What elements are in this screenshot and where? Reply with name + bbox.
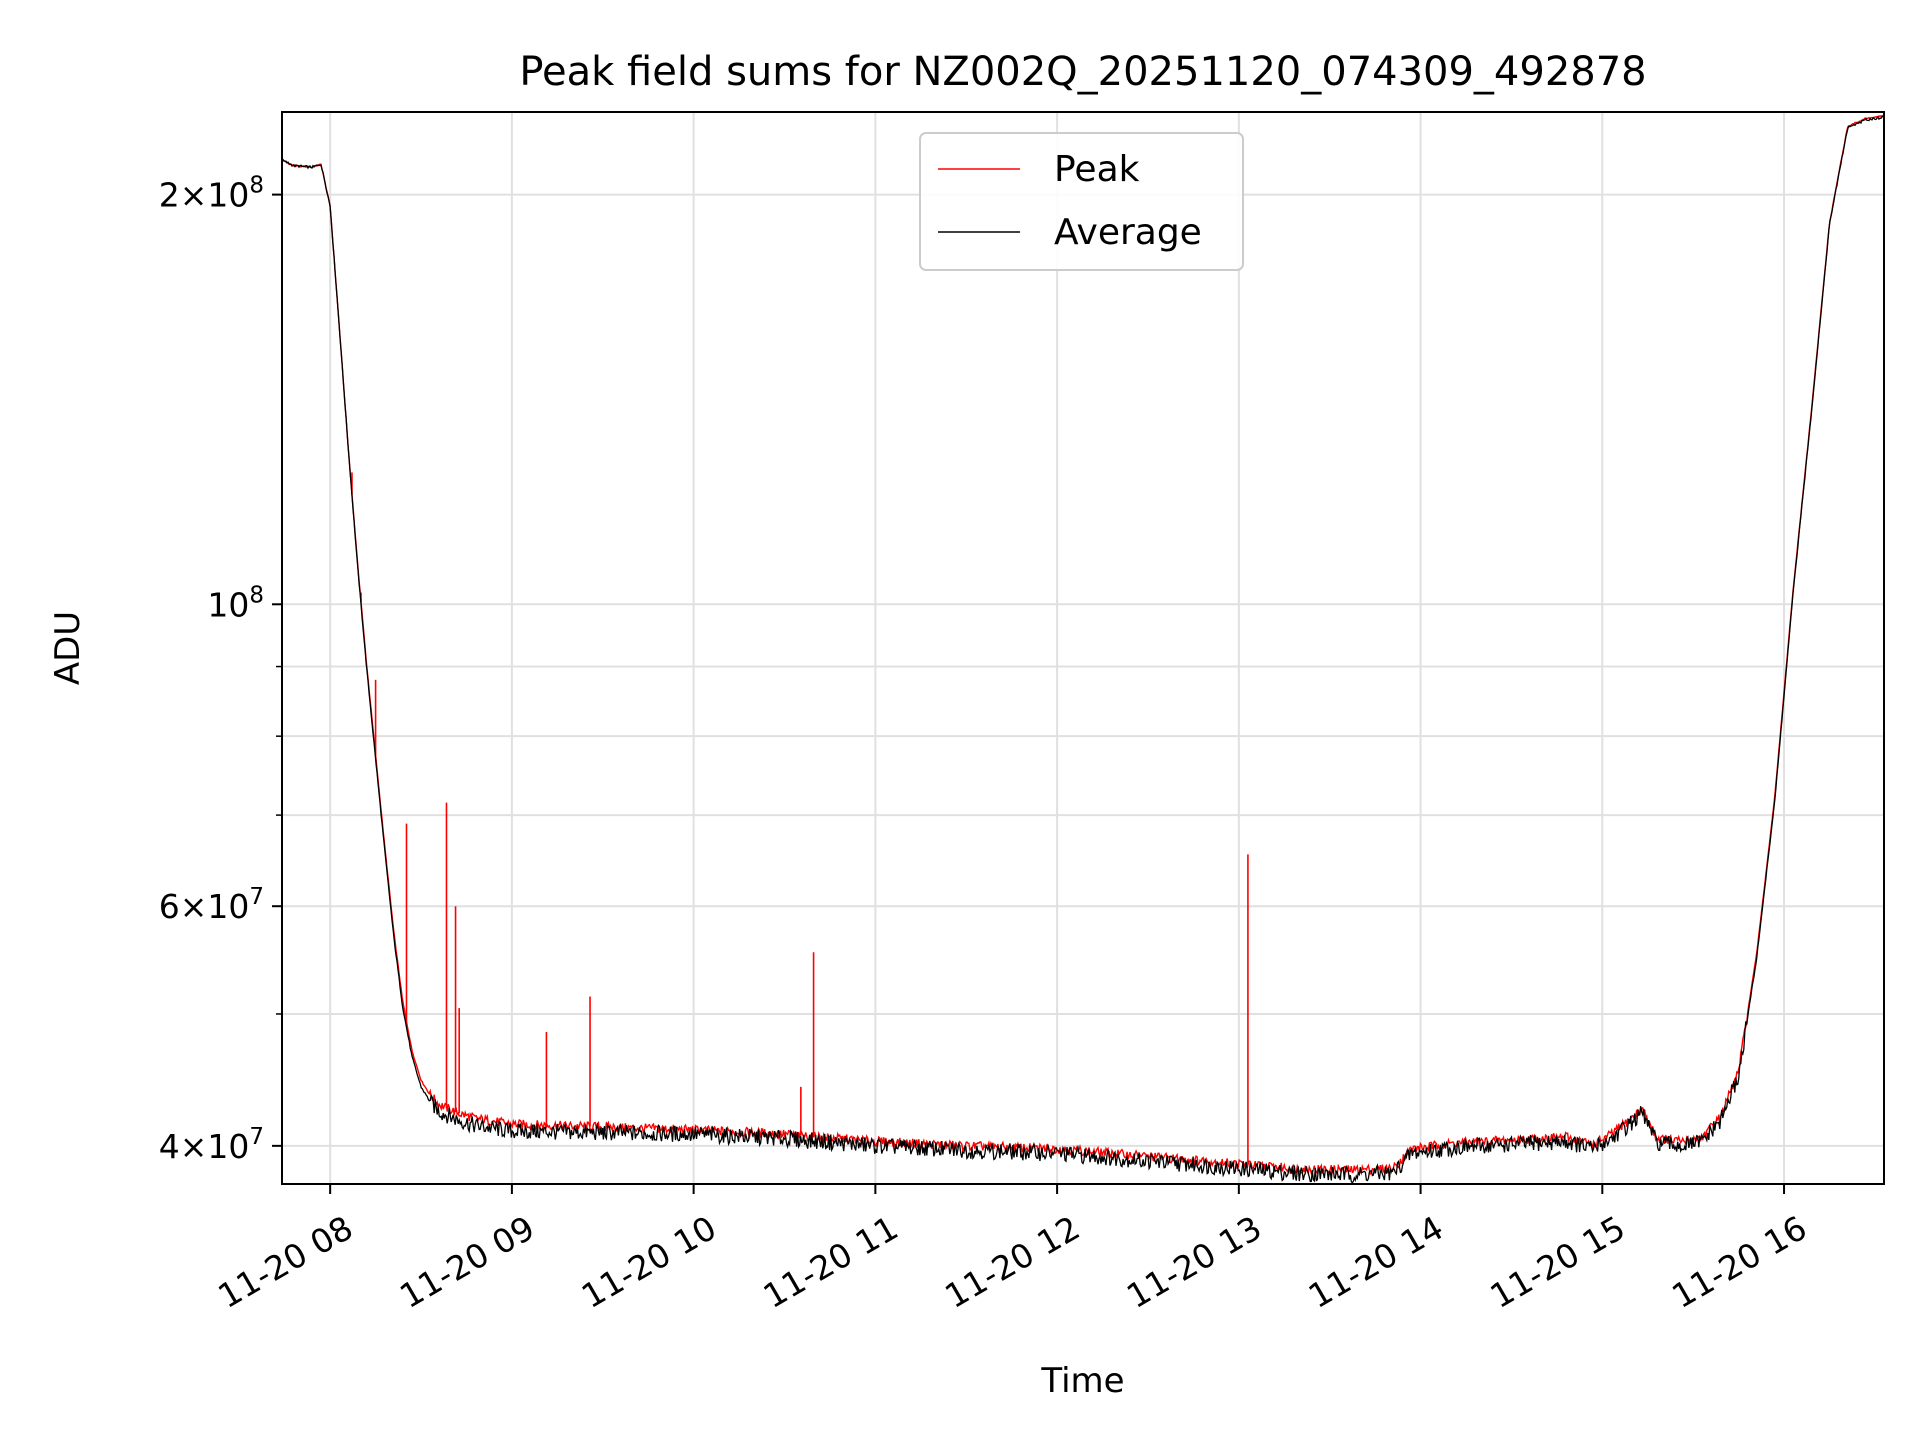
- plot-frame: [281, 111, 1885, 1185]
- x-axis-label: Time: [1040, 1361, 1124, 1401]
- grid: [282, 112, 1884, 1184]
- series-layer: [282, 114, 1884, 1184]
- y-axis-label: ADU: [48, 611, 88, 685]
- y-tick-label: 108: [207, 582, 264, 624]
- legend-box: [919, 132, 1244, 271]
- chart-title: Peak field sums for NZ002Q_20251120_0743…: [519, 49, 1646, 95]
- series-line-average: [282, 115, 1884, 1184]
- y-tick-label: 4×107: [159, 1124, 264, 1166]
- y-tick-label: 2×108: [159, 173, 264, 215]
- legend: Peak Average: [919, 132, 1244, 271]
- legend-average-label: Average: [1054, 212, 1202, 253]
- series-line-peak: [282, 114, 1884, 1176]
- y-tick-label: 6×107: [159, 884, 264, 926]
- legend-peak-label: Peak: [1054, 149, 1140, 190]
